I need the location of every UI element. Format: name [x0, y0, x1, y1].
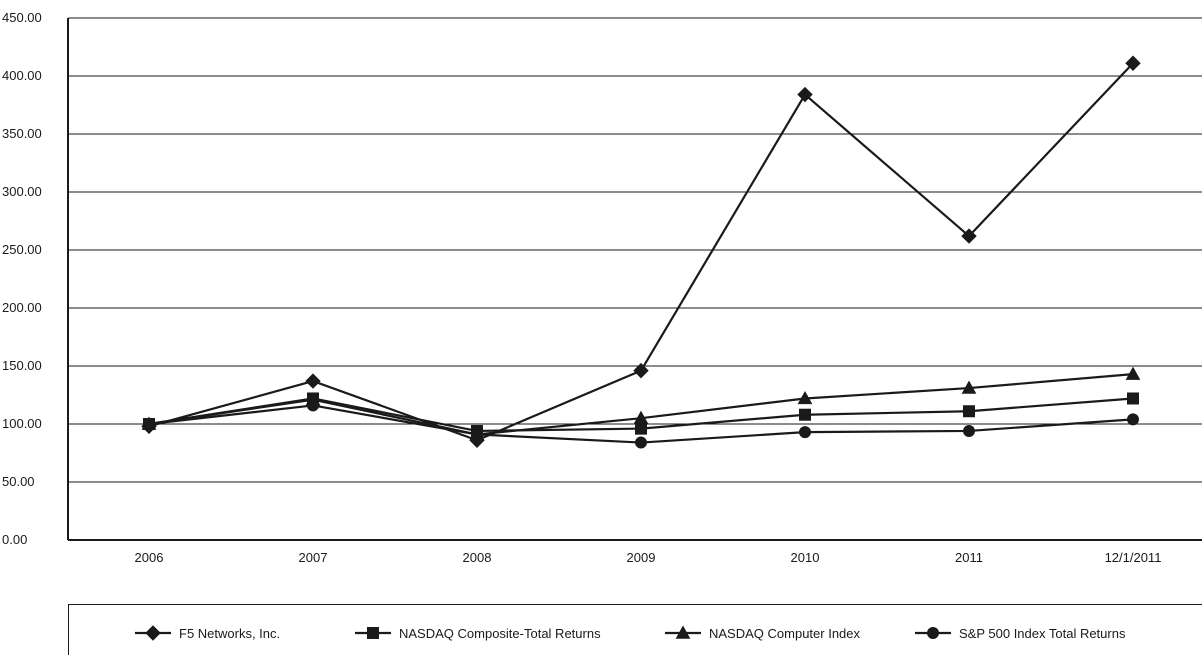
data-point-diamond	[1125, 55, 1141, 71]
series-lines	[141, 55, 1141, 449]
data-point-square	[799, 408, 811, 421]
x-tick-label: 2008	[463, 550, 492, 565]
data-point-circle	[143, 418, 155, 430]
x-tick-label: 2006	[135, 550, 164, 565]
data-point-diamond	[961, 228, 977, 244]
data-point-triangle	[1125, 366, 1141, 380]
data-point-circle	[471, 428, 483, 441]
x-tick-label: 2009	[627, 550, 656, 565]
data-point-diamond	[305, 373, 321, 389]
x-tick-label: 2011	[955, 550, 983, 565]
data-point-square	[635, 422, 647, 435]
y-tick-label: 250.00	[2, 242, 42, 257]
y-tick-labels: 0.00 50.00 100.00 150.00 200.00 250.00 300.00 3…	[2, 10, 42, 547]
legend-item: S&P 500 Index Total Returns	[915, 626, 1126, 641]
x-tick-labels: 2006 2007 2008 2009 2010 2011 12/1/2011	[135, 550, 1162, 565]
legend-marker-triangle	[675, 625, 691, 639]
x-tick-label: 2010	[791, 550, 820, 565]
y-tick-label: 0.00	[2, 532, 27, 547]
y-tick-label: 200.00	[2, 300, 42, 315]
legend-item: NASDAQ Composite-Total Returns	[355, 626, 601, 641]
y-tick-label: 400.00	[2, 68, 42, 83]
data-point-circle	[307, 399, 319, 412]
data-point-triangle	[797, 390, 813, 405]
data-point-circle	[799, 426, 811, 439]
data-point-circle	[963, 424, 975, 437]
series-diamond	[141, 55, 1141, 448]
axes	[67, 18, 1202, 541]
y-tick-label: 50.00	[2, 474, 35, 489]
legend-marker-diamond	[145, 625, 161, 641]
y-tick-label: 100.00	[2, 416, 42, 431]
legend: F5 Networks, Inc. NASDAQ Composite-Total …	[68, 604, 1202, 655]
data-point-square	[963, 405, 975, 418]
series-line	[148, 62, 1134, 442]
legend-label: F5 Networks, Inc.	[179, 626, 280, 641]
gridlines	[68, 17, 1202, 483]
legend-label: NASDAQ Composite-Total Returns	[399, 626, 601, 641]
legend-label: NASDAQ Computer Index	[709, 626, 861, 641]
legend-marker-circle	[927, 627, 939, 639]
legend-item: F5 Networks, Inc.	[135, 625, 280, 641]
legend-box	[68, 604, 1202, 655]
x-tick-label: 2007	[299, 550, 328, 565]
data-point-triangle	[633, 410, 649, 424]
legend-item: NASDAQ Computer Index	[665, 625, 861, 641]
series-circle	[143, 399, 1139, 449]
data-point-triangle	[961, 380, 977, 394]
data-point-circle	[635, 436, 647, 449]
data-point-diamond	[797, 86, 813, 103]
y-tick-label: 450.00	[2, 10, 42, 25]
data-point-circle	[1127, 413, 1139, 426]
y-tick-label: 300.00	[2, 184, 42, 199]
legend-marker-square	[367, 627, 379, 639]
y-tick-label: 150.00	[2, 358, 42, 373]
data-point-diamond	[633, 362, 649, 379]
data-point-square	[1127, 392, 1139, 405]
x-tick-label: 12/1/2011	[1105, 550, 1162, 565]
y-tick-label: 350.00	[2, 126, 42, 141]
legend-label: S&P 500 Index Total Returns	[959, 626, 1126, 641]
